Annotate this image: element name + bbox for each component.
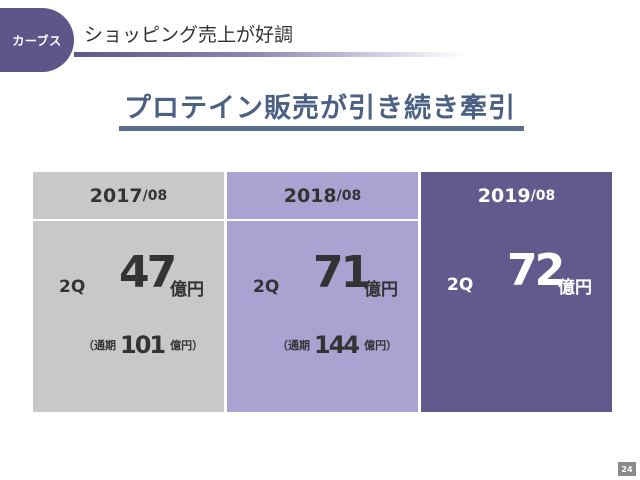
quarter-label: 2Q — [447, 275, 474, 295]
annual-label: （通期 — [83, 339, 116, 352]
annual-sales: （通期 101 億円） — [83, 331, 203, 359]
column-year: 2018 — [283, 184, 337, 207]
column-2018: 2018/08 2Q 71 億円 （通期 144 億円） — [227, 172, 418, 412]
column-header: 2018/08 — [227, 172, 418, 219]
annual-sales-value: 144 — [314, 331, 360, 359]
sales-unit: 億円 — [170, 280, 204, 300]
headline: プロテイン販売が引き続き牽引 — [124, 93, 516, 124]
annual-unit: 億円） — [364, 339, 398, 352]
sales-unit: 億円 — [364, 280, 398, 300]
column-body: 2Q 47 億円 （通期 101 億円） — [33, 221, 224, 412]
quarter-label: 2Q — [253, 277, 280, 297]
column-2019: 2019/08 2Q 72 億円 — [421, 172, 612, 412]
slide-title: ショッピング売上が好調 — [84, 24, 294, 46]
column-month: /08 — [530, 187, 556, 204]
column-header: 2017/08 — [33, 172, 224, 219]
title-underline — [74, 52, 464, 57]
column-month: /08 — [336, 187, 362, 204]
column-header: 2019/08 — [421, 172, 612, 219]
headline-underline — [119, 126, 524, 131]
column-body: 2Q 71 億円 （通期 144 億円） — [227, 221, 418, 412]
quarter-label: 2Q — [59, 277, 86, 297]
quarter-sales-value: 71 — [313, 247, 371, 298]
column-2017: 2017/08 2Q 47 億円 （通期 101 億円） — [33, 172, 224, 412]
column-year: 2019 — [477, 184, 531, 207]
column-year: 2017 — [89, 184, 143, 207]
sales-unit: 億円 — [558, 278, 592, 298]
annual-sales-value: 101 — [120, 331, 166, 359]
quarter-sales-value: 72 — [507, 245, 565, 296]
section-badge-label: カーブス — [12, 33, 62, 48]
annual-sales: （通期 144 億円） — [277, 331, 397, 359]
annual-unit: 億円） — [170, 339, 204, 352]
column-body: 2Q 72 億円 — [421, 219, 612, 412]
section-badge: カーブス — [0, 8, 74, 72]
column-month: /08 — [142, 187, 168, 204]
quarter-sales-value: 47 — [119, 247, 177, 298]
annual-label: （通期 — [277, 339, 310, 352]
page-number: 24 — [618, 462, 636, 476]
